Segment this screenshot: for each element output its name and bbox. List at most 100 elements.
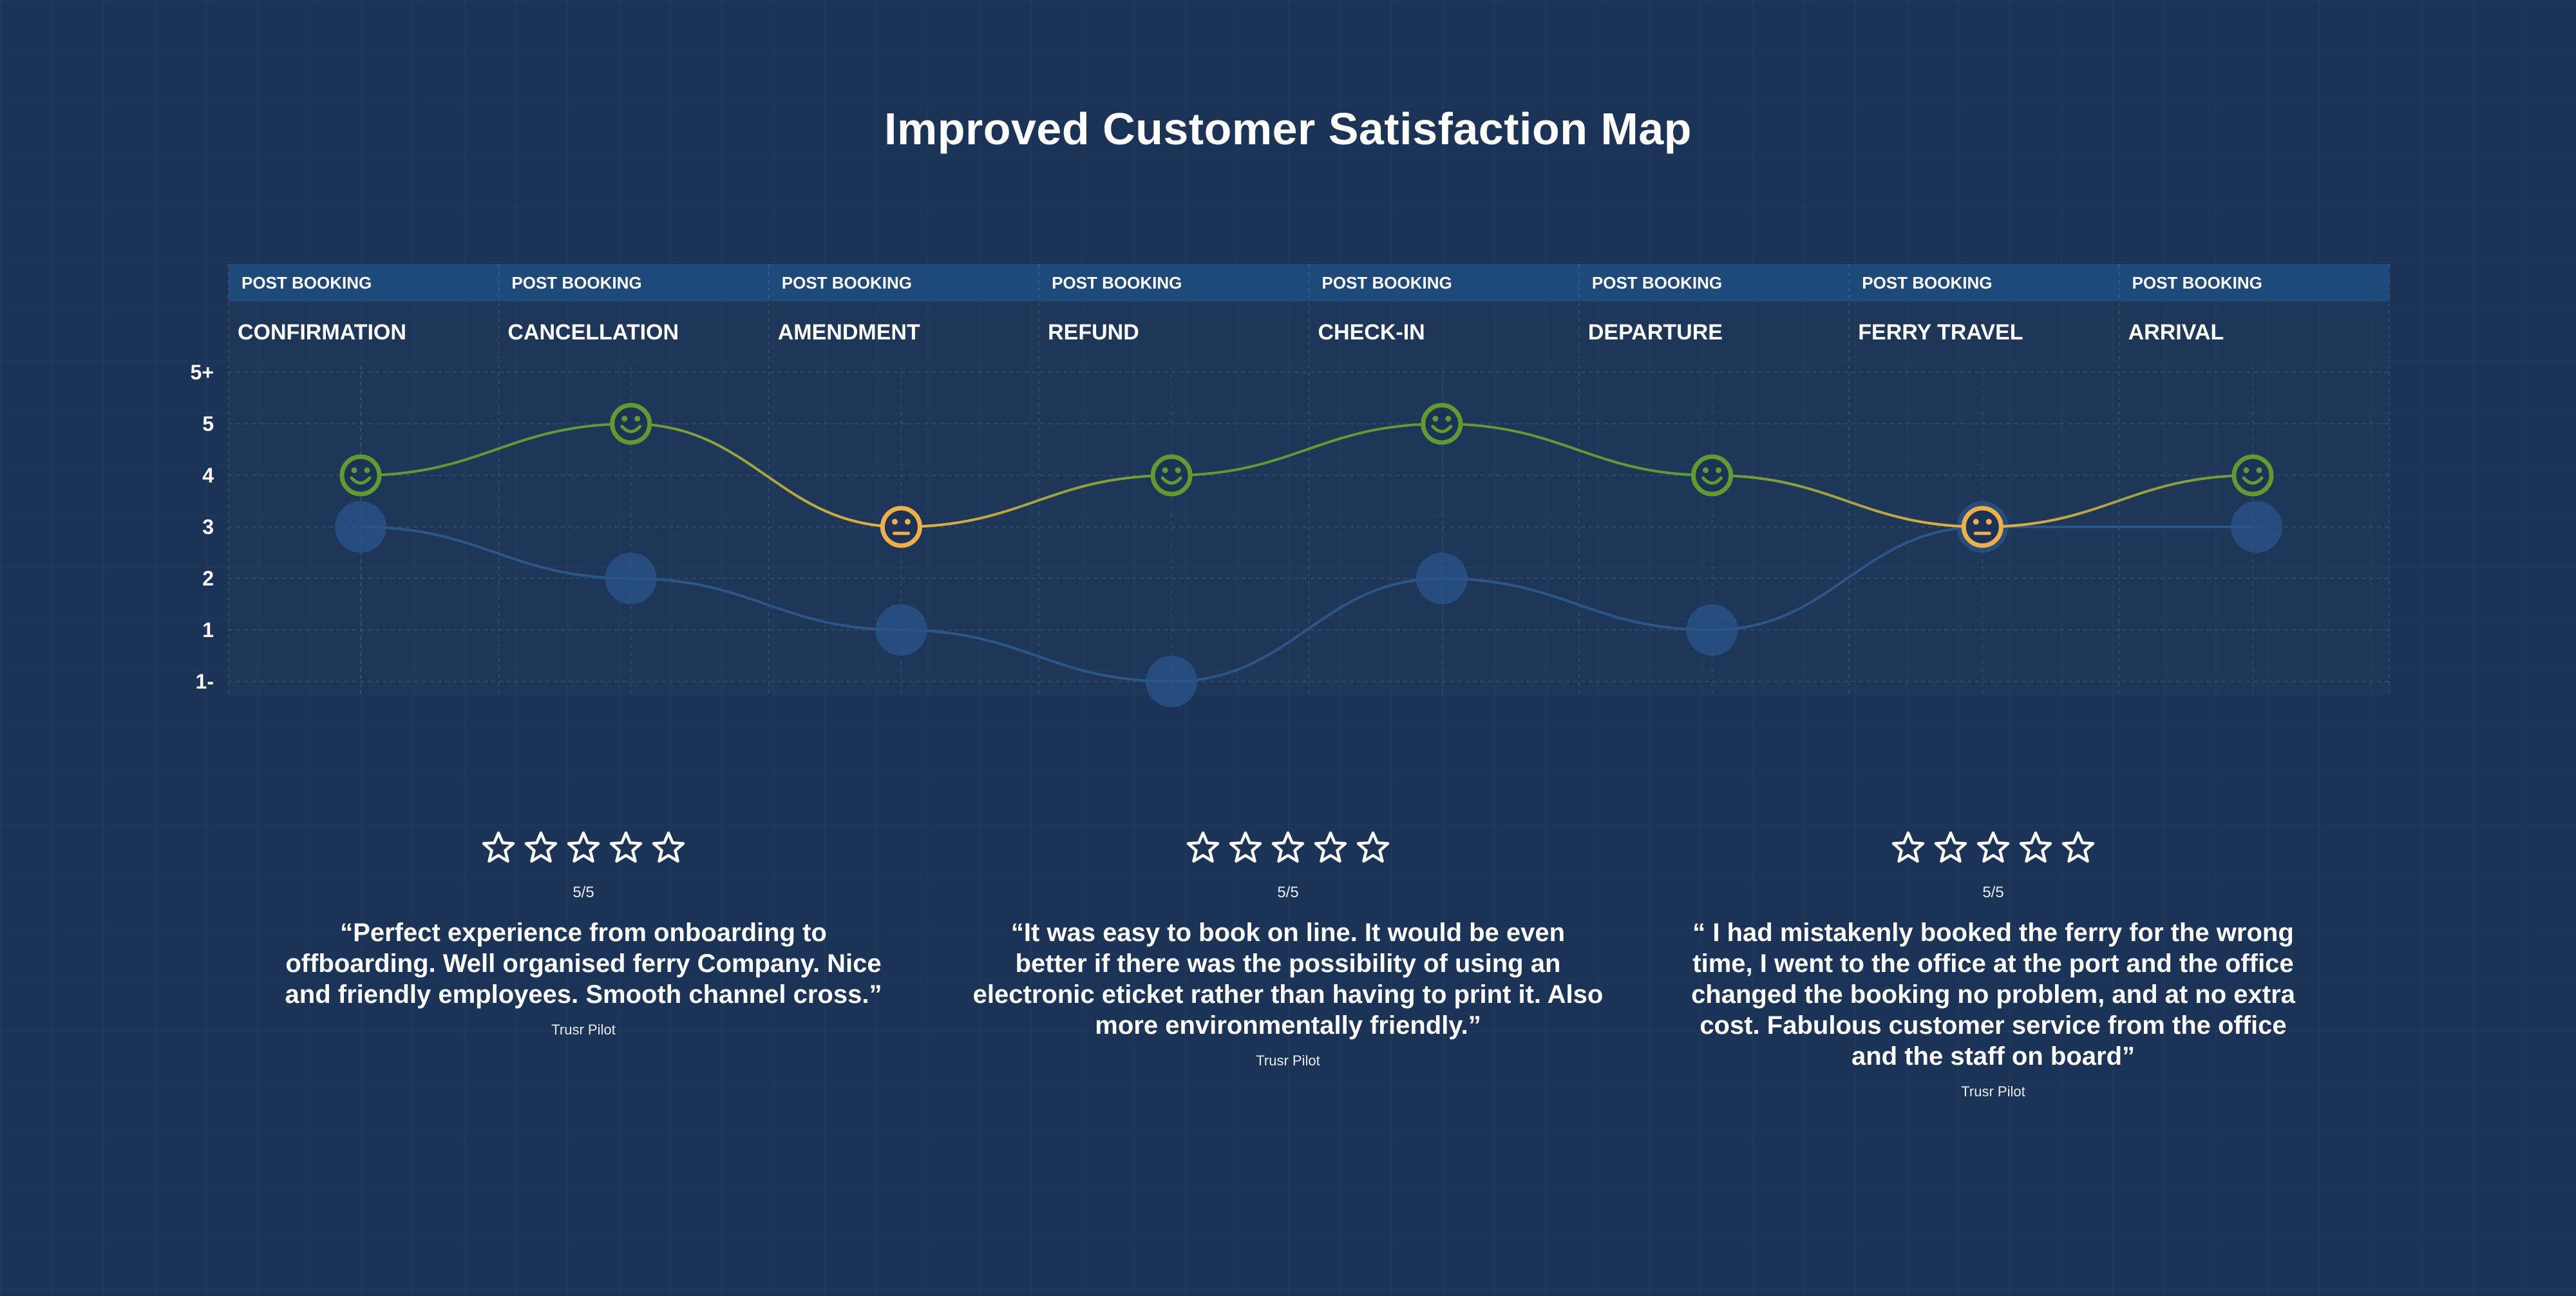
review-source: Trusr Pilot	[1961, 1083, 2025, 1100]
reviews-section: 5/5 “Perfect experience from onboarding …	[0, 831, 2576, 1153]
previous-series-point	[1686, 604, 1738, 656]
happy-face-icon	[1421, 403, 1463, 445]
y-tick-label: 5+	[191, 361, 214, 384]
face-mouth	[620, 424, 642, 434]
stage-group-label: POST BOOKING	[1052, 273, 1182, 292]
previous-series-point	[335, 501, 386, 553]
face-outline	[610, 403, 652, 445]
stage-group-label: POST BOOKING	[1322, 273, 1452, 292]
category-label: CONFIRMATION	[238, 320, 406, 345]
satisfaction-chart: 5+ 5 4 3 2 1 1- POST BOOKING CONFIRMATION POST BO…	[191, 264, 2390, 707]
happy-face-icon	[2231, 454, 2274, 497]
face-outline	[1421, 403, 1463, 445]
star-icon	[1934, 831, 1967, 863]
category-label: REFUND	[1048, 320, 1139, 345]
satisfaction-line-segment	[1982, 474, 2253, 528]
star-icon	[567, 831, 600, 863]
review-card: 5/5 “Perfect experience from onboarding …	[268, 831, 899, 1038]
satisfaction-line-segment	[1171, 423, 1442, 477]
stage-group-label: POST BOOKING	[2132, 273, 2262, 292]
previous-series-point	[2231, 501, 2282, 553]
review-score: 5/5	[1982, 884, 2004, 901]
star-icon	[2061, 831, 2095, 863]
star-icon	[1229, 831, 1262, 863]
review-score: 5/5	[573, 884, 594, 901]
star-icon	[1314, 831, 1347, 863]
satisfaction-line-segment	[1441, 423, 1712, 477]
review-quote: “Perfect experience from onboarding to o…	[285, 919, 882, 1009]
face-eye	[1445, 415, 1452, 422]
category-label: FERRY TRAVEL	[1858, 320, 2023, 345]
star-icon	[1271, 831, 1305, 863]
star-icon	[1976, 831, 2010, 863]
face-eye	[1973, 519, 1979, 525]
category-label: DEPARTURE	[1588, 320, 1723, 345]
face-eye	[1432, 415, 1439, 422]
stage-group-label: POST BOOKING	[242, 273, 372, 292]
face-mouth	[350, 476, 372, 485]
neutral-face-icon	[1961, 506, 2003, 548]
stage-group-label: POST BOOKING	[1862, 273, 1992, 292]
review-quote: “ I had mistakenly booked the ferry for …	[1691, 919, 2295, 1071]
star-icon	[2019, 831, 2052, 863]
star-rating	[972, 831, 1604, 870]
y-tick-label: 5	[202, 412, 214, 435]
category-label: AMENDMENT	[778, 320, 920, 345]
satisfaction-line-segment	[630, 423, 902, 528]
y-tick-label: 2	[202, 567, 214, 590]
face-eye	[891, 519, 898, 525]
review-score: 5/5	[1277, 884, 1299, 901]
face-eye	[634, 415, 641, 422]
happy-face-icon	[610, 403, 652, 445]
page-title: Improved Customer Satisfaction Map	[884, 104, 1692, 154]
neutral-face-icon	[880, 506, 922, 548]
review-card: 5/5 “ I had mistakenly booked the ferry …	[1678, 831, 2309, 1100]
face-outline	[2231, 454, 2274, 497]
face-eye	[2256, 467, 2262, 473]
previous-series-point	[1146, 656, 1198, 707]
face-eye	[351, 467, 357, 473]
review-source: Trusr Pilot	[551, 1022, 616, 1038]
previous-series-point	[1416, 553, 1468, 604]
star-icon	[609, 831, 643, 863]
stage-header-band	[229, 264, 2389, 301]
star-icon	[524, 831, 558, 863]
star-icon	[1356, 831, 1390, 863]
y-tick-label: 1-	[196, 670, 214, 693]
category-label: CHECK-IN	[1318, 320, 1425, 345]
face-mouth	[1701, 476, 1723, 485]
satisfaction-line-segment	[360, 423, 631, 477]
happy-face-icon	[339, 454, 382, 497]
face-mouth	[1160, 476, 1182, 485]
face-eye	[2243, 467, 2249, 473]
stage-group-label: POST BOOKING	[782, 273, 912, 292]
stage-group-label: POST BOOKING	[511, 273, 641, 292]
category-label: CANCELLATION	[507, 320, 679, 345]
face-eye	[1716, 467, 1722, 473]
face-eye	[1985, 519, 1992, 525]
face-eye	[904, 519, 911, 525]
star-icon	[652, 831, 685, 863]
star-icon	[1891, 831, 1925, 863]
review-quote: “It was easy to book on line. It would b…	[972, 919, 1604, 1040]
happy-face-icon	[1150, 454, 1193, 497]
satisfaction-line-segment	[1712, 474, 1983, 528]
face-eye	[621, 415, 628, 422]
previous-series-point	[875, 604, 927, 656]
satisfaction-line-segment	[901, 474, 1172, 528]
star-rating	[1678, 831, 2309, 870]
star-rating	[268, 831, 899, 870]
star-icon	[482, 831, 515, 863]
y-tick-label: 4	[202, 464, 214, 487]
previous-series-line	[360, 525, 2253, 683]
face-outline	[1150, 454, 1193, 497]
stage-group-label: POST BOOKING	[1592, 273, 1722, 292]
face-eye	[364, 467, 370, 473]
category-label: ARRIVAL	[2128, 320, 2224, 345]
y-tick-label: 1	[202, 618, 214, 642]
face-eye	[1175, 467, 1181, 473]
face-outline	[1691, 454, 1734, 497]
face-eye	[1162, 467, 1168, 473]
face-mouth	[1431, 424, 1453, 434]
